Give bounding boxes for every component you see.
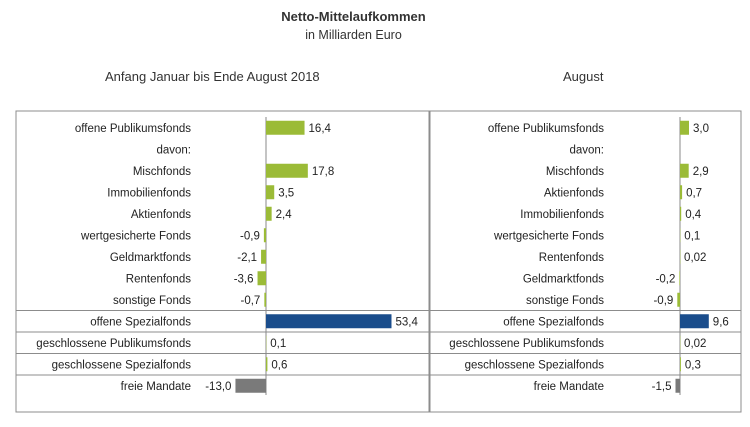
panel-august: offene Publikumsfonds 3,0 davon: Mischfonds…	[449, 117, 729, 395]
category-label: Aktienfonds	[131, 209, 191, 221]
bar	[675, 378, 680, 393]
category-label: geschlossene Publikumsfonds	[449, 338, 604, 350]
category-label: freie Mandate	[121, 381, 191, 393]
category-label: geschlossene Publikumsfonds	[36, 338, 191, 350]
value-label: 17,8	[312, 166, 334, 178]
category-label: davon:	[156, 144, 191, 156]
bar	[266, 314, 392, 329]
bar	[266, 206, 272, 221]
chart-frame	[15, 110, 742, 413]
category-label: Geldmarktfonds	[110, 252, 191, 264]
value-label: 2,9	[693, 166, 709, 178]
category-label: Rentenfonds	[126, 273, 191, 285]
value-label: -0,9	[240, 230, 260, 242]
category-label: Mischfonds	[133, 166, 191, 178]
value-label: -0,2	[656, 273, 676, 285]
value-label: 0,02	[684, 252, 706, 264]
bar	[680, 357, 681, 372]
value-label: -3,6	[234, 273, 254, 285]
category-label: wertgesicherte Fonds	[80, 230, 191, 242]
bar	[263, 228, 266, 243]
bar	[257, 271, 266, 286]
value-label: -1,5	[652, 381, 672, 393]
value-label: 2,4	[276, 209, 293, 221]
value-label: -13,0	[205, 381, 231, 393]
category-label: geschlossene Spezialfonds	[465, 359, 605, 371]
category-label: davon:	[569, 144, 604, 156]
chart-title: Netto-Mittelaufkommen	[281, 9, 426, 24]
bar	[266, 185, 275, 200]
bar	[266, 357, 268, 372]
value-label: 9,6	[713, 316, 729, 328]
value-label: 0,3	[685, 359, 701, 371]
bar	[261, 249, 266, 264]
value-label: 0,7	[686, 187, 702, 199]
value-label: 0,4	[685, 209, 702, 221]
value-label: -0,9	[653, 295, 673, 307]
value-label: 0,1	[270, 338, 286, 350]
category-label: sonstige Fonds	[113, 295, 191, 307]
value-label: -0,7	[241, 295, 261, 307]
category-label: Rentenfonds	[539, 252, 604, 264]
category-label: offene Publikumsfonds	[488, 123, 604, 135]
panel-title-ytd: Anfang Januar bis Ende August 2018	[105, 69, 320, 84]
category-label: wertgesicherte Fonds	[493, 230, 604, 242]
value-label: 3,5	[278, 187, 294, 199]
panel-title-august: August	[563, 69, 604, 84]
bar	[235, 378, 266, 393]
value-label: -2,1	[237, 252, 257, 264]
bar	[677, 292, 680, 307]
bar	[680, 163, 689, 178]
category-label: offene Spezialfonds	[90, 316, 191, 328]
category-label: Aktienfonds	[544, 187, 604, 199]
bar	[679, 271, 680, 286]
value-label: 0,6	[271, 359, 287, 371]
category-label: sonstige Fonds	[526, 295, 604, 307]
value-label: 16,4	[309, 123, 332, 135]
value-label: 0,1	[684, 230, 700, 242]
bar	[264, 292, 266, 307]
category-label: Mischfonds	[546, 166, 604, 178]
panel-ytd: offene Publikumsfonds 16,4 davon: Mischfond…	[36, 117, 418, 395]
category-label: geschlossene Spezialfonds	[52, 359, 192, 371]
panel-border-0	[15, 110, 430, 413]
bar	[680, 185, 683, 200]
category-label: Immobilienfonds	[520, 209, 604, 221]
value-label: 53,4	[395, 316, 418, 328]
bar	[266, 163, 308, 178]
category-label: offene Spezialfonds	[503, 316, 604, 328]
category-label: offene Publikumsfonds	[75, 123, 191, 135]
bar	[680, 120, 689, 135]
category-label: freie Mandate	[534, 381, 604, 393]
value-label: 0,02	[684, 338, 706, 350]
bar	[680, 206, 682, 221]
category-label: Geldmarktfonds	[523, 273, 604, 285]
category-label: Immobilienfonds	[107, 187, 191, 199]
bar	[680, 314, 709, 329]
bar	[266, 120, 305, 135]
value-label: 3,0	[693, 123, 709, 135]
panel-border-1	[429, 110, 742, 413]
chart-subtitle: in Milliarden Euro	[305, 28, 402, 42]
